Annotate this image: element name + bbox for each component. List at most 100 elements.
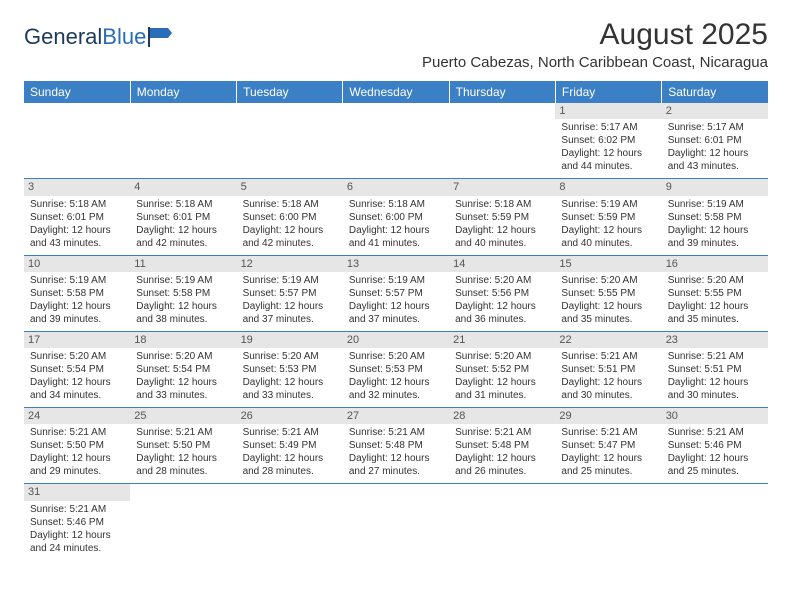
calendar-cell (449, 103, 555, 179)
cell-day2: and 28 minutes. (136, 465, 230, 478)
cell-sunset: Sunset: 6:01 PM (30, 211, 124, 224)
calendar-cell: 6Sunrise: 5:18 AMSunset: 6:00 PMDaylight… (343, 179, 449, 255)
cell-day2: and 40 minutes. (455, 237, 549, 250)
calendar-row: 3Sunrise: 5:18 AMSunset: 6:01 PMDaylight… (24, 179, 768, 255)
cell-sunset: Sunset: 5:57 PM (243, 287, 337, 300)
calendar-cell: 13Sunrise: 5:19 AMSunset: 5:57 PMDayligh… (343, 255, 449, 331)
cell-sunrise: Sunrise: 5:20 AM (349, 350, 443, 363)
cell-sunset: Sunset: 5:54 PM (136, 363, 230, 376)
calendar-cell (130, 484, 236, 560)
calendar-cell: 16Sunrise: 5:20 AMSunset: 5:55 PMDayligh… (662, 255, 768, 331)
day-number: 11 (130, 256, 236, 272)
cell-sunrise: Sunrise: 5:17 AM (668, 121, 762, 134)
cell-day1: Daylight: 12 hours (668, 376, 762, 389)
cell-day2: and 35 minutes. (561, 313, 655, 326)
day-number: 27 (343, 408, 449, 424)
calendar-cell: 14Sunrise: 5:20 AMSunset: 5:56 PMDayligh… (449, 255, 555, 331)
cell-day2: and 36 minutes. (455, 313, 549, 326)
cell-sunrise: Sunrise: 5:18 AM (136, 198, 230, 211)
cell-sunset: Sunset: 5:48 PM (349, 439, 443, 452)
calendar-cell: 27Sunrise: 5:21 AMSunset: 5:48 PMDayligh… (343, 408, 449, 484)
calendar-cell: 18Sunrise: 5:20 AMSunset: 5:54 PMDayligh… (130, 331, 236, 407)
cell-day2: and 44 minutes. (561, 160, 655, 173)
logo-text-2: Blue (102, 24, 146, 50)
cell-sunrise: Sunrise: 5:18 AM (455, 198, 549, 211)
cell-sunset: Sunset: 5:51 PM (561, 363, 655, 376)
day-number: 1 (555, 103, 661, 119)
cell-day1: Daylight: 12 hours (561, 147, 655, 160)
calendar-cell: 5Sunrise: 5:18 AMSunset: 6:00 PMDaylight… (237, 179, 343, 255)
cell-day2: and 42 minutes. (243, 237, 337, 250)
cell-day1: Daylight: 12 hours (136, 300, 230, 313)
cell-sunrise: Sunrise: 5:20 AM (668, 274, 762, 287)
cell-day1: Daylight: 12 hours (668, 147, 762, 160)
title-block: August 2025 Puerto Cabezas, North Caribb… (422, 18, 768, 71)
cell-sunset: Sunset: 5:55 PM (561, 287, 655, 300)
day-number: 13 (343, 256, 449, 272)
cell-day2: and 41 minutes. (349, 237, 443, 250)
calendar-row: 24Sunrise: 5:21 AMSunset: 5:50 PMDayligh… (24, 408, 768, 484)
cell-day1: Daylight: 12 hours (349, 224, 443, 237)
day-number: 18 (130, 332, 236, 348)
logo: GeneralBlue (24, 24, 174, 50)
cell-day1: Daylight: 12 hours (243, 452, 337, 465)
calendar-cell: 10Sunrise: 5:19 AMSunset: 5:58 PMDayligh… (24, 255, 130, 331)
cell-day1: Daylight: 12 hours (349, 376, 443, 389)
cell-day1: Daylight: 12 hours (561, 452, 655, 465)
cell-day1: Daylight: 12 hours (561, 300, 655, 313)
cell-sunset: Sunset: 5:51 PM (668, 363, 762, 376)
day-number: 30 (662, 408, 768, 424)
month-title: August 2025 (422, 18, 768, 52)
calendar-row: 17Sunrise: 5:20 AMSunset: 5:54 PMDayligh… (24, 331, 768, 407)
calendar-cell: 7Sunrise: 5:18 AMSunset: 5:59 PMDaylight… (449, 179, 555, 255)
cell-day1: Daylight: 12 hours (30, 300, 124, 313)
cell-day1: Daylight: 12 hours (136, 376, 230, 389)
calendar-cell: 21Sunrise: 5:20 AMSunset: 5:52 PMDayligh… (449, 331, 555, 407)
cell-sunrise: Sunrise: 5:18 AM (243, 198, 337, 211)
day-header: Monday (130, 81, 236, 103)
cell-day2: and 37 minutes. (243, 313, 337, 326)
calendar-cell: 9Sunrise: 5:19 AMSunset: 5:58 PMDaylight… (662, 179, 768, 255)
day-number: 26 (237, 408, 343, 424)
cell-sunset: Sunset: 5:58 PM (30, 287, 124, 300)
day-number: 10 (24, 256, 130, 272)
day-number: 31 (24, 484, 130, 500)
calendar-cell (130, 103, 236, 179)
cell-sunset: Sunset: 5:59 PM (561, 211, 655, 224)
cell-day1: Daylight: 12 hours (30, 224, 124, 237)
day-header: Tuesday (237, 81, 343, 103)
cell-sunrise: Sunrise: 5:19 AM (561, 198, 655, 211)
cell-sunset: Sunset: 5:53 PM (243, 363, 337, 376)
cell-sunrise: Sunrise: 5:21 AM (455, 426, 549, 439)
cell-sunset: Sunset: 5:47 PM (561, 439, 655, 452)
cell-sunrise: Sunrise: 5:19 AM (349, 274, 443, 287)
day-number: 25 (130, 408, 236, 424)
cell-day1: Daylight: 12 hours (243, 224, 337, 237)
calendar-cell: 11Sunrise: 5:19 AMSunset: 5:58 PMDayligh… (130, 255, 236, 331)
cell-sunrise: Sunrise: 5:20 AM (455, 274, 549, 287)
day-header-row: Sunday Monday Tuesday Wednesday Thursday… (24, 81, 768, 103)
day-number: 6 (343, 179, 449, 195)
cell-day2: and 32 minutes. (349, 389, 443, 402)
cell-sunset: Sunset: 5:50 PM (30, 439, 124, 452)
day-number: 2 (662, 103, 768, 119)
cell-sunset: Sunset: 5:49 PM (243, 439, 337, 452)
cell-day1: Daylight: 12 hours (136, 224, 230, 237)
calendar-cell (555, 484, 661, 560)
cell-sunrise: Sunrise: 5:21 AM (349, 426, 443, 439)
day-number: 14 (449, 256, 555, 272)
cell-day1: Daylight: 12 hours (668, 452, 762, 465)
cell-sunset: Sunset: 5:52 PM (455, 363, 549, 376)
cell-sunset: Sunset: 5:46 PM (668, 439, 762, 452)
calendar-cell: 31Sunrise: 5:21 AMSunset: 5:46 PMDayligh… (24, 484, 130, 560)
cell-day2: and 31 minutes. (455, 389, 549, 402)
calendar-cell (237, 484, 343, 560)
cell-sunrise: Sunrise: 5:19 AM (243, 274, 337, 287)
calendar-cell: 29Sunrise: 5:21 AMSunset: 5:47 PMDayligh… (555, 408, 661, 484)
day-number: 16 (662, 256, 768, 272)
calendar-cell (343, 484, 449, 560)
day-header: Thursday (449, 81, 555, 103)
cell-sunrise: Sunrise: 5:20 AM (561, 274, 655, 287)
cell-day1: Daylight: 12 hours (668, 300, 762, 313)
calendar-cell: 30Sunrise: 5:21 AMSunset: 5:46 PMDayligh… (662, 408, 768, 484)
